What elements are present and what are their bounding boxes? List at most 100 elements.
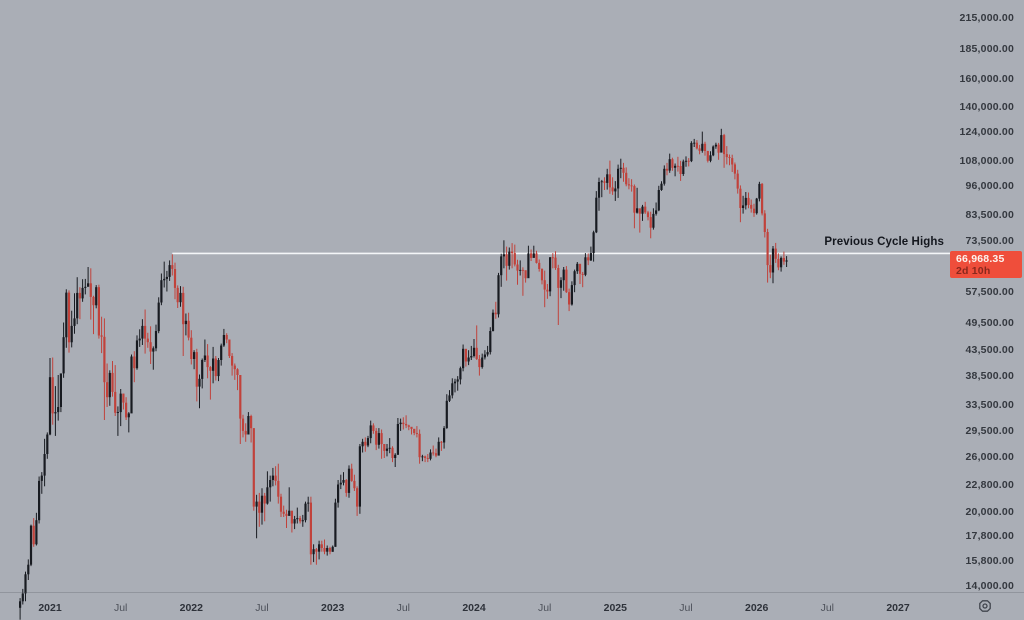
candle: [127, 412, 130, 433]
price-tick-label: 33,500.00: [965, 398, 1014, 411]
candle: [565, 266, 568, 293]
candle: [269, 475, 272, 502]
candle: [622, 162, 625, 182]
price-tick-label: 26,000.00: [965, 451, 1014, 464]
candle: [154, 324, 158, 352]
candle: [638, 208, 641, 233]
candle: [206, 344, 209, 379]
candle: [65, 289, 68, 348]
candle: [456, 376, 459, 391]
candle: [693, 138, 696, 147]
candle: [641, 204, 644, 221]
candle: [589, 246, 592, 261]
candle: [549, 257, 552, 297]
candle: [505, 246, 508, 281]
candle: [21, 588, 24, 605]
candle: [703, 141, 707, 156]
candle: [576, 262, 579, 274]
candle: [500, 253, 503, 287]
candle: [752, 203, 756, 217]
candle: [114, 365, 117, 416]
price-scale-settings-button[interactable]: [974, 596, 996, 616]
candle: [222, 328, 225, 347]
time-tick-label: Jul: [255, 602, 269, 614]
price-tick-label: 20,000.00: [965, 505, 1014, 518]
candle: [201, 358, 204, 389]
candle: [723, 133, 726, 168]
candle: [366, 435, 370, 448]
candle: [391, 446, 394, 463]
candle: [717, 142, 720, 160]
candle: [358, 444, 361, 514]
candle: [296, 507, 299, 524]
candle: [614, 181, 617, 201]
price-tick-label: 140,000.00: [959, 101, 1014, 114]
candle: [372, 423, 375, 434]
previous-cycle-highs-label[interactable]: Previous Cycle Highs: [824, 236, 944, 248]
candle: [698, 144, 701, 155]
candle: [176, 285, 179, 308]
candle: [239, 375, 242, 444]
candle: [380, 429, 383, 459]
candle: [138, 329, 141, 347]
candle: [714, 142, 717, 149]
candle: [301, 514, 304, 527]
candle: [231, 353, 234, 376]
candle: [70, 310, 73, 348]
candle: [625, 167, 628, 187]
candle: [141, 319, 144, 345]
candle: [606, 168, 609, 190]
candle: [440, 441, 443, 451]
candle: [377, 428, 380, 449]
candle: [309, 496, 312, 565]
candle: [695, 140, 698, 150]
candle: [144, 309, 147, 354]
candle: [396, 418, 399, 455]
candle: [470, 345, 473, 360]
candle: [578, 263, 582, 284]
candle: [228, 339, 231, 358]
candle: [415, 426, 418, 438]
candle: [81, 279, 84, 302]
candle: [421, 454, 424, 462]
candle: [437, 437, 440, 456]
price-axis[interactable]: 215,000.00 185,000.00 160,000.00 140,000.00…: [950, 0, 1024, 592]
candle: [570, 281, 573, 306]
candle: [315, 548, 318, 565]
candle: [193, 350, 196, 370]
candle: [410, 426, 413, 435]
time-axis[interactable]: 2021 Jul 2022 Jul 2023 Jul 2024 Jul 2025 Jul 2026 J…: [0, 593, 1024, 620]
candle: [559, 277, 563, 299]
candle: [48, 358, 52, 436]
time-tick-label: Jul: [679, 602, 693, 614]
time-tick-label: 2027: [886, 602, 910, 614]
candle: [679, 160, 682, 181]
candle: [511, 243, 514, 269]
time-tick-label: Jul: [396, 602, 411, 614]
candle: [399, 418, 402, 431]
price-tick-label: 43,500.00: [965, 344, 1014, 357]
candle: [451, 378, 454, 399]
candle: [429, 449, 432, 461]
candle: [557, 264, 560, 325]
candle: [190, 330, 193, 365]
candle: [674, 163, 677, 177]
candle: [299, 515, 302, 524]
candle: [212, 346, 215, 384]
candle: [225, 333, 228, 344]
price-tick-label: 215,000.00: [959, 12, 1014, 24]
candle: [733, 162, 736, 180]
time-axis-separator: [0, 592, 1024, 593]
candle: [383, 444, 386, 458]
candle: [43, 438, 46, 487]
candle: [771, 246, 775, 284]
candle: [532, 245, 535, 258]
candle: [187, 312, 190, 341]
candle: [168, 260, 171, 281]
candle: [644, 201, 647, 214]
candle: [448, 390, 451, 402]
candle: [203, 339, 206, 362]
candle: [652, 208, 655, 230]
candle: [35, 512, 38, 546]
